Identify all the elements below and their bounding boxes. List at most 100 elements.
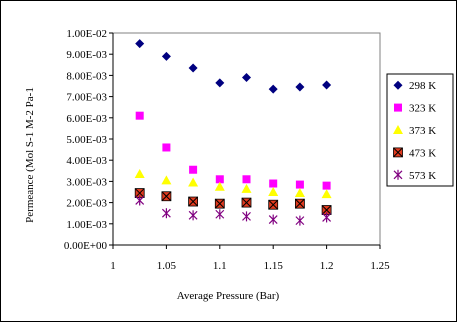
x-square-cross	[321, 205, 332, 215]
data-point	[322, 212, 332, 223]
data-point	[214, 181, 225, 191]
triangle-marker	[294, 188, 305, 198]
y-tick-label: 8.00E-03	[66, 70, 107, 82]
data-point	[268, 84, 278, 94]
data-point	[215, 175, 224, 184]
data-point	[242, 175, 251, 184]
data-point	[162, 143, 171, 152]
series-473-k	[134, 188, 332, 215]
y-tick-label: 0.00E+00	[64, 240, 108, 252]
legend-label: 573 K	[409, 170, 436, 182]
legend: 298 K 323 K 373 K 473 K 573 K	[386, 73, 454, 187]
data-point	[161, 51, 171, 61]
plot-area	[112, 32, 381, 246]
legend-entry: 573 K	[393, 169, 436, 182]
square-marker	[162, 143, 171, 152]
data-point	[241, 197, 252, 208]
y-axis-label: Permeance (Mol S-1 M-2 Pa-1	[24, 87, 36, 223]
x-tick-label: 1.2	[320, 260, 334, 272]
diamond-marker	[188, 63, 198, 73]
data-point	[161, 175, 172, 185]
data-point	[268, 214, 278, 225]
diamond-marker	[322, 80, 332, 90]
data-point	[189, 165, 198, 174]
data-marks	[134, 39, 332, 226]
y-tick-label: 3.00E-03	[66, 176, 107, 188]
legend-entry: 298 K	[393, 80, 436, 92]
square-marker	[242, 175, 251, 184]
data-point	[188, 210, 198, 221]
x-square-cross	[241, 197, 252, 208]
triangle-marker	[188, 177, 199, 187]
data-point	[295, 215, 305, 226]
legend-label: 373 K	[409, 125, 436, 137]
diamond-marker	[135, 39, 145, 49]
data-point	[188, 63, 198, 73]
x-square-cross	[268, 199, 279, 210]
triangle-marker	[321, 189, 332, 199]
x-square-cross	[134, 188, 145, 198]
y-tick-label: 2.00E-03	[66, 198, 107, 210]
x-tick-label: 1	[110, 260, 116, 272]
diamond-marker	[242, 73, 251, 83]
data-point	[241, 183, 252, 193]
legend-label: 473 K	[409, 147, 436, 159]
triangle-marker	[393, 125, 403, 134]
data-point	[294, 188, 305, 198]
x-tick-label: 1.05	[157, 260, 177, 272]
data-point	[215, 209, 225, 220]
legend-label: 298 K	[409, 80, 436, 92]
triangle-marker	[268, 187, 279, 196]
data-point	[295, 180, 304, 189]
square-marker	[394, 103, 402, 112]
series-298-k	[135, 39, 332, 94]
y-tick-label: 1.00E-02	[66, 28, 107, 40]
x-square-cross	[214, 198, 225, 209]
data-point	[268, 199, 279, 210]
series-373-k	[134, 168, 332, 199]
plot-area-frame	[112, 32, 381, 246]
square-marker	[215, 175, 224, 184]
triangle-marker	[241, 183, 252, 193]
y-tick-label: 5.00E-03	[66, 134, 107, 146]
data-point	[322, 80, 332, 90]
diamond-marker	[215, 78, 225, 88]
data-point	[295, 82, 305, 92]
data-point	[161, 208, 171, 219]
x-tick-label: 1.15	[264, 260, 284, 272]
series-573-k	[135, 195, 332, 226]
square-marker	[269, 179, 278, 188]
x-square-cross	[393, 147, 403, 158]
data-point	[161, 191, 172, 202]
diamond-marker	[268, 84, 278, 94]
x-square-cross	[188, 196, 198, 207]
series-323-k	[135, 111, 331, 190]
square-marker	[189, 165, 198, 174]
legend-marker	[393, 80, 403, 90]
legend-entry: 473 K	[393, 147, 436, 159]
y-tick-label: 9.00E-03	[66, 49, 107, 61]
data-point	[215, 78, 225, 88]
data-point	[135, 195, 145, 206]
x-square-cross	[161, 191, 172, 202]
axes: 0.00E+00 1.00E-03 2.00E-03 3.00E-03 4.00E-03…	[64, 28, 390, 272]
y-tick-label: 1.00E-03	[66, 219, 107, 231]
legend-marker	[393, 125, 403, 134]
data-point	[188, 196, 199, 207]
x-tick-label: 1.1	[213, 260, 227, 272]
y-tick-label: 4.00E-03	[66, 155, 107, 167]
triangle-marker	[161, 175, 172, 185]
data-point	[321, 189, 332, 199]
data-point	[322, 181, 331, 190]
x-tick-label: 1.25	[370, 260, 390, 272]
diamond-marker	[393, 80, 403, 90]
legend-marker	[393, 147, 403, 158]
legend-marker	[394, 103, 402, 112]
triangle-marker	[134, 168, 145, 178]
diamond-marker	[161, 51, 171, 61]
legend-label: 323 K	[409, 103, 436, 115]
x-square-cross	[295, 198, 305, 209]
data-point	[134, 168, 145, 178]
